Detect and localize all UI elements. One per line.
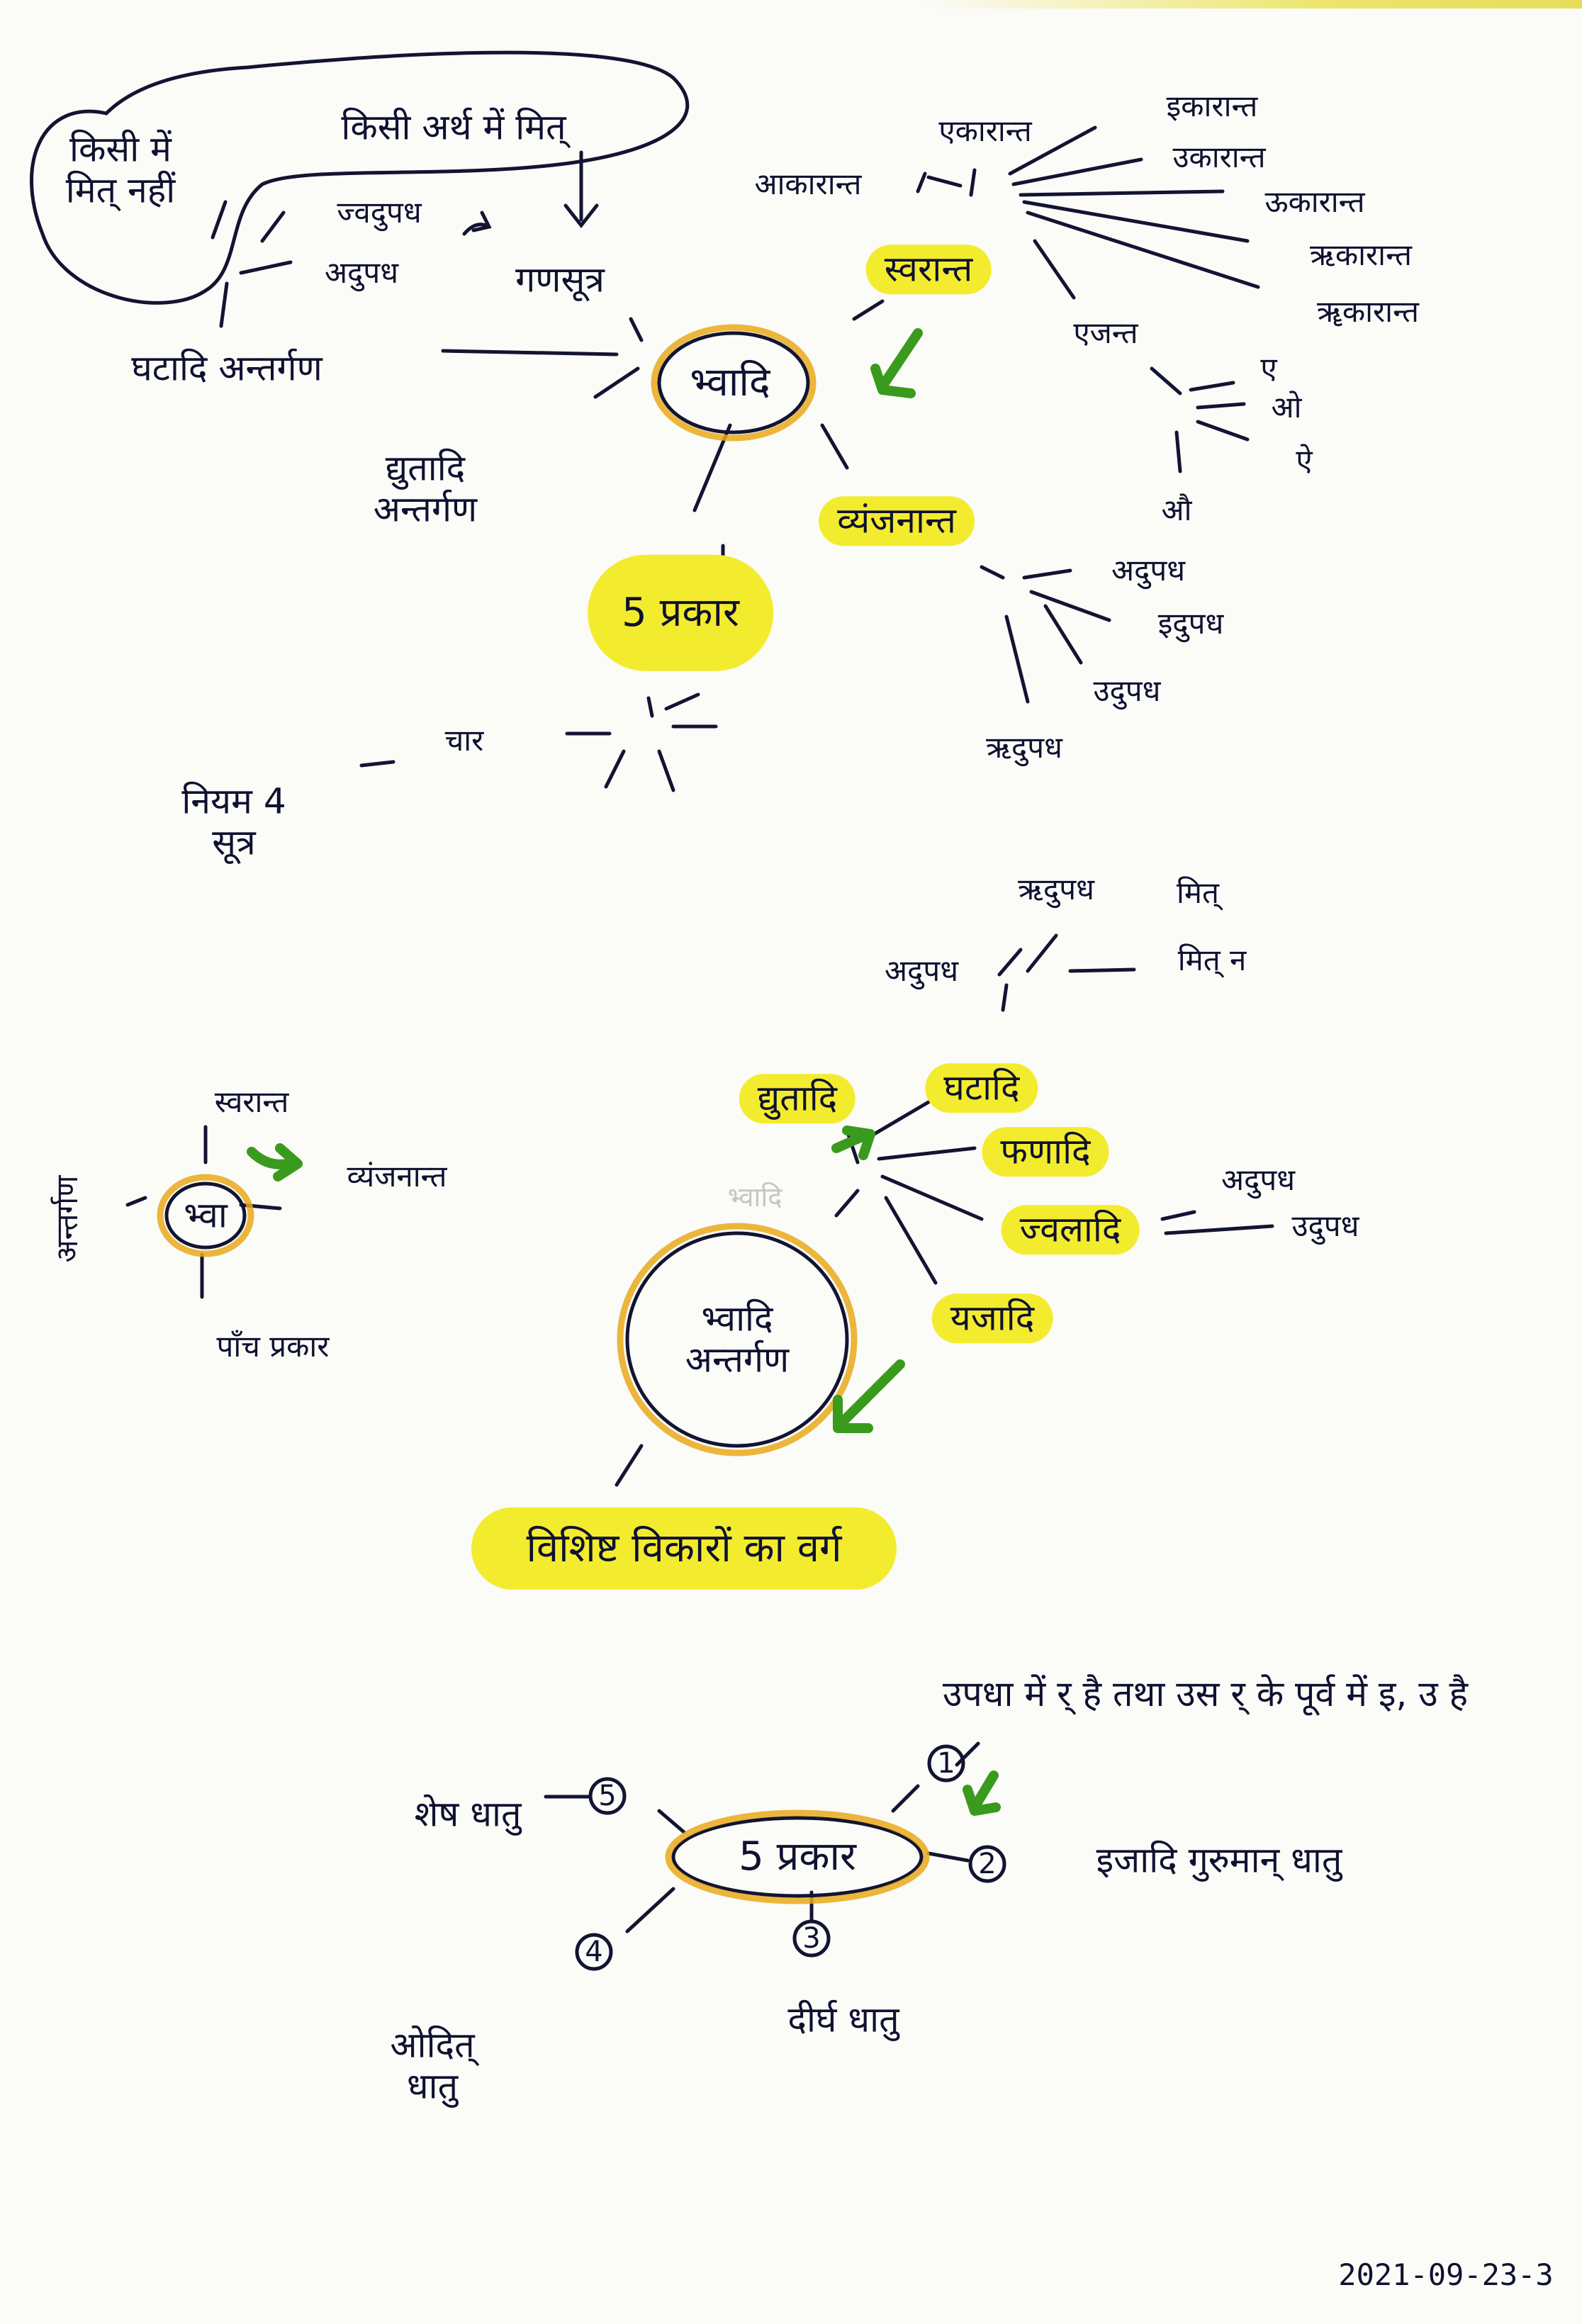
num-circle-5 [588, 1777, 627, 1815]
item-text-4: ओदित् धातु [390, 2024, 475, 2106]
green-arrow-1 [870, 328, 923, 398]
top-mit: मित् [1177, 875, 1219, 910]
item-text-3: दीर्घ धातु [787, 1999, 899, 2040]
date-stamp: 2021-09-23-3 [1338, 2257, 1554, 2292]
vyanj-adupadh: अदुपध [1111, 552, 1186, 588]
bhva-five-types: पाँच प्रकार [216, 1328, 330, 1364]
bhva-center: भ्वा [184, 1194, 228, 1236]
ukaranta: उकारान्त [1172, 139, 1266, 174]
ghatadi-node: घटादि [925, 1063, 1038, 1113]
top-adupadh: अदुपध [884, 953, 959, 988]
bhva-ring [164, 1181, 247, 1250]
num-circle-4 [575, 1933, 613, 1971]
num-circle-1 [927, 1744, 965, 1783]
ejanta-au: औ [1161, 492, 1192, 527]
top-rdupadh: ऋदुपध [1018, 871, 1094, 906]
rkaranta: ऋकारान्त [1310, 237, 1412, 272]
dyutadi-node: द्युतादि [739, 1074, 856, 1123]
item-num-3: 3 [802, 1922, 821, 1955]
jvaladi-udupadh: उदुपध [1291, 1208, 1359, 1243]
item-num-2: 2 [978, 1848, 997, 1880]
cloud-outline [30, 50, 690, 305]
item-text-2: इजादि गुरुमान् धातु [1096, 1839, 1342, 1881]
char-label: चार [444, 722, 484, 758]
cloud-item-2: अदुपध [324, 254, 399, 290]
ikaranta: इकारान्त [1166, 88, 1258, 123]
vyanj-idupadh: इदुपध [1157, 605, 1224, 641]
cloud-right-text: किसी अर्थ में मित् [341, 106, 566, 148]
page-edge-highlight [921, 0, 1582, 9]
item-num-5: 5 [598, 1780, 617, 1812]
uukaranta: ऊकारान्त [1264, 184, 1365, 219]
cloud-item-1: ज्वदुपध [337, 194, 422, 230]
akaranta: आकारान्त [754, 166, 862, 201]
ejanta-node: एजन्त [1073, 315, 1138, 350]
bhvadi-center: भ्वादि [690, 359, 770, 405]
green-arrow-4 [833, 1359, 905, 1433]
ejanta-ai: ऐ [1296, 442, 1313, 478]
five-prakar-center: 5 प्रकार [739, 1833, 856, 1880]
top-mit-na: मित् न [1177, 942, 1247, 977]
ekaranta: एकारान्त [938, 113, 1032, 148]
vyanjananta-node: व्यंजनान्त [819, 496, 975, 546]
jvaladi-node: ज्वलादि [1001, 1205, 1140, 1254]
gana-sutra-label: गणसूत्र [515, 259, 605, 301]
cloud-divider [211, 200, 228, 240]
vyanj-udupadh: उदुपध [1093, 673, 1161, 708]
dyutadi-antargana: द्युतादि अन्तर्गण [373, 447, 478, 529]
faint-bhvadi: भ्वादि [727, 1181, 782, 1213]
ejanta-o: ओ [1271, 389, 1302, 425]
bhvadi-ring [657, 331, 810, 434]
vyanj-rdupadh: ऋदुपध [986, 729, 1062, 765]
yajadi-node: यजादि [931, 1293, 1053, 1343]
green-arrow-2 [247, 1143, 303, 1181]
num-circle-3 [792, 1919, 831, 1958]
phanadi-node: फणादि [982, 1127, 1109, 1177]
jvaladi-adupadh: अदुपध [1221, 1162, 1296, 1197]
niyam-label: नियम 4 सूत्र [181, 780, 286, 863]
item-text-1: उपधा में र् है तथा उस र् के पूर्व में इ,… [943, 1673, 1469, 1714]
cloud-left-text: किसी में मित् नहीं [65, 128, 176, 210]
item-text-5: शेष धातु [414, 1793, 522, 1835]
antargana-center: भ्वादि अन्तर्गण [685, 1298, 790, 1380]
green-arrow-3 [831, 1125, 875, 1160]
five-types-node: 5 प्रकार [588, 554, 773, 672]
antargana-ring [625, 1231, 849, 1448]
prakar-ring [671, 1816, 924, 1898]
bhva-antargana: अन्तर्गण [49, 1175, 84, 1263]
green-arrow-5 [963, 1770, 1001, 1816]
bhva-svaranta: स्वरान्त [214, 1084, 289, 1119]
item-num-1: 1 [937, 1747, 955, 1780]
ejanta-e: ए [1260, 350, 1277, 386]
svaranta-node: स्वरान्त [865, 245, 992, 294]
item-num-4: 4 [585, 1936, 603, 1968]
bhva-vyanjananta: व्यंजनान्त [347, 1158, 447, 1194]
num-circle-2 [968, 1845, 1006, 1883]
rrkaranta: ॠकारान्त [1317, 293, 1419, 329]
result-node: विशिष्ट विकारों का वर्ग [471, 1507, 897, 1590]
ghatadi-antargana: घटादि अन्तर्गण [131, 347, 322, 389]
